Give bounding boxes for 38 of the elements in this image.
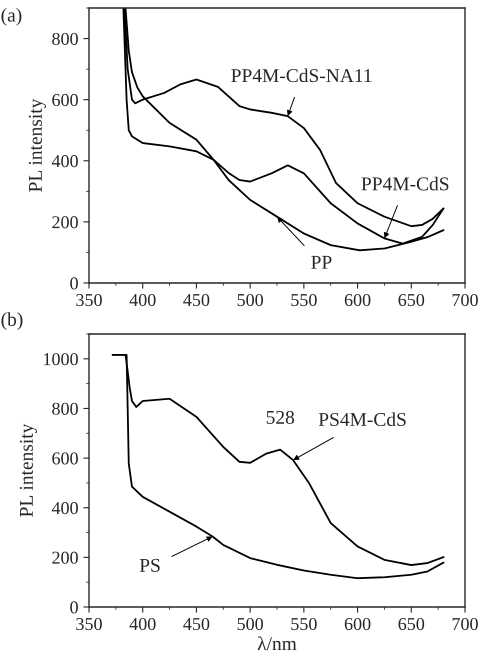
- x-tick-label: 600: [344, 294, 370, 306]
- x-tick-label: 650: [398, 294, 424, 306]
- y-tick-label: 0: [70, 277, 78, 290]
- y-tick-label: 800: [52, 32, 78, 45]
- y-tick-label: 0: [70, 601, 78, 614]
- x-tick-label: 450: [183, 294, 210, 306]
- x-axis-title: λ/nm: [258, 636, 297, 650]
- x-tick-label: 550: [291, 294, 317, 306]
- text: PS: [140, 558, 160, 572]
- y-tick-label: 200: [52, 552, 78, 564]
- y-tick-label: 400: [52, 502, 78, 514]
- x-tick-label: 350: [76, 294, 102, 306]
- y-tick-label: 800: [52, 402, 78, 415]
- x-tick-label: 550: [291, 618, 317, 630]
- x-tick-label: 600: [344, 618, 370, 630]
- x-tick-label: 700: [452, 618, 478, 630]
- x-tick-label: 450: [183, 618, 210, 630]
- x-tick-label: 400: [130, 618, 156, 630]
- chart-title: (a): [1, 8, 22, 26]
- x-tick-label: 650: [398, 618, 424, 630]
- y-axis-title: PL intensity: [28, 98, 46, 192]
- annotation: 528: [266, 410, 294, 424]
- y-tick-label: 600: [52, 94, 78, 106]
- series-label: PP: [311, 256, 332, 269]
- x-tick-label: 350: [76, 618, 102, 630]
- chart-title: (b): [1, 312, 22, 330]
- text: PS4M-CdS: [318, 412, 406, 426]
- series-label: PP4M-CdS-NA11: [231, 68, 372, 82]
- y-axis-title: PL intensity: [20, 424, 37, 517]
- y-tick-label: 1000: [44, 353, 78, 366]
- series-label: PP4M-CdS: [362, 176, 448, 190]
- y-tick-label: 600: [52, 452, 78, 465]
- x-tick-label: 700: [452, 294, 478, 306]
- y-tick-label: 400: [52, 155, 78, 168]
- y-tick-label: 200: [52, 216, 78, 228]
- x-tick-label: 500: [238, 618, 263, 630]
- x-tick-label: 400: [130, 294, 156, 306]
- x-tick-label: 500: [238, 294, 263, 306]
